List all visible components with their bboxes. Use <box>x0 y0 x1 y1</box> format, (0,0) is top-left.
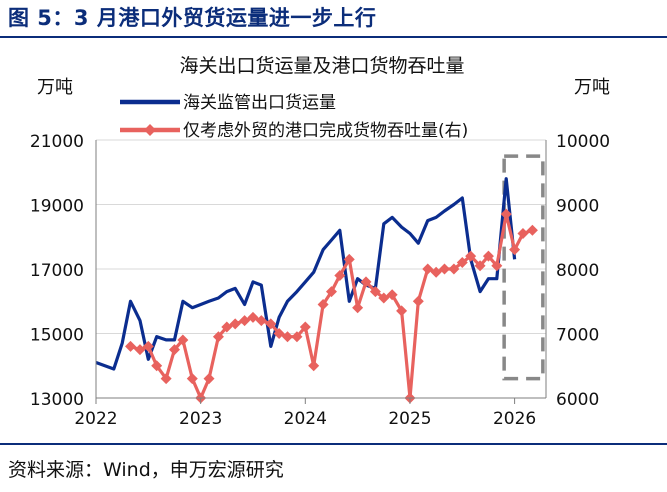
port-throughput-point <box>430 266 442 278</box>
port-throughput-point <box>317 298 329 310</box>
port-throughput-point <box>491 260 503 272</box>
port-throughput-point <box>247 311 259 323</box>
port-throughput-point <box>343 253 355 265</box>
port-throughput-point <box>500 208 512 220</box>
x-tick-label: 2025 <box>388 409 431 429</box>
port-throughput-point <box>134 344 146 356</box>
axis-layer: 13000 15000 17000 19000 21000 6000 7000 8000 900… <box>30 132 610 429</box>
y-right-tick-label: 6000 <box>556 390 599 410</box>
port-throughput-point <box>291 331 303 343</box>
highlight-dashed-box <box>502 154 545 381</box>
series-layer <box>95 177 538 404</box>
y-left-tick-label: 15000 <box>30 326 84 346</box>
footer-rule <box>0 443 667 445</box>
y-right-tick-label: 10000 <box>556 132 610 152</box>
port-throughput-point <box>456 257 468 269</box>
chart-title: 海关出口货运量及港口货物吞吐量 <box>179 55 464 77</box>
port-throughput-point <box>482 250 494 262</box>
y-right-tick-label: 7000 <box>556 326 599 346</box>
port-throughput-point <box>352 302 364 314</box>
x-tick-label: 2024 <box>284 409 327 429</box>
port-throughput-point <box>168 344 180 356</box>
x-tick-label: 2026 <box>493 409 536 429</box>
port-throughput-point <box>378 292 390 304</box>
port-throughput-point <box>299 321 311 333</box>
chart: 13000 15000 17000 19000 21000 6000 7000 8000 900… <box>30 55 610 429</box>
port-throughput-point <box>526 224 538 236</box>
port-throughput-point <box>125 340 137 352</box>
port-throughput-point <box>308 360 320 372</box>
y-right-tick-label: 9000 <box>556 197 599 217</box>
port-throughput-point <box>334 269 346 281</box>
port-throughput-point <box>438 263 450 275</box>
port-throughput-point <box>221 321 233 333</box>
figure-title: 图 5：3 月港口外贸货运量进一步上行 <box>8 6 377 30</box>
port-throughput-point <box>212 331 224 343</box>
port-throughput-point <box>474 260 486 272</box>
annotation-layer <box>502 154 545 381</box>
port-throughput-point <box>229 318 241 330</box>
port-throughput-point <box>265 318 277 330</box>
figure-title-rule <box>0 36 667 38</box>
port-throughput-point <box>360 276 372 288</box>
port-throughput-point <box>448 263 460 275</box>
x-tick-label: 2023 <box>179 409 222 429</box>
port-throughput-point <box>142 340 154 352</box>
port-throughput-point <box>255 315 267 327</box>
port-throughput-point <box>509 244 521 256</box>
source-note: 资料来源：Wind，申万宏源研究 <box>8 459 284 481</box>
series-line-export-volume <box>95 177 517 371</box>
y-left-tick-label: 19000 <box>30 197 84 217</box>
port-throughput-point <box>396 305 408 317</box>
port-throughput-point <box>412 295 424 307</box>
legend-label-port: 仅考虑外贸的港口完成货物吞吐量(右) <box>183 121 468 141</box>
port-throughput-point <box>239 315 251 327</box>
y-left-tick-label: 21000 <box>30 132 84 152</box>
port-throughput-point <box>325 286 337 298</box>
port-throughput-point <box>465 250 477 262</box>
port-throughput-point <box>186 373 198 385</box>
port-throughput-point <box>517 228 529 240</box>
port-throughput-point <box>282 331 294 343</box>
y-left-tick-label: 13000 <box>30 390 84 410</box>
port-throughput-point <box>369 286 381 298</box>
port-throughput-point <box>177 334 189 346</box>
y-right-tick-label: 8000 <box>556 261 599 281</box>
right-axis-unit: 万吨 <box>574 77 610 98</box>
legend-label-export: 海关监管出口货运量 <box>183 93 336 113</box>
port-throughput-point <box>160 373 172 385</box>
legend-diamond-marker <box>144 124 156 136</box>
left-axis-unit: 万吨 <box>37 77 73 98</box>
legend: 海关监管出口货运量 仅考虑外贸的港口完成货物吞吐量(右) <box>120 93 468 141</box>
port-throughput-point <box>203 373 215 385</box>
port-throughput-point <box>422 263 434 275</box>
port-throughput-point <box>273 328 285 339</box>
x-tick-label: 2022 <box>74 409 117 429</box>
port-throughput-point <box>151 360 163 372</box>
y-left-tick-label: 17000 <box>30 261 84 281</box>
port-throughput-point <box>386 289 398 301</box>
